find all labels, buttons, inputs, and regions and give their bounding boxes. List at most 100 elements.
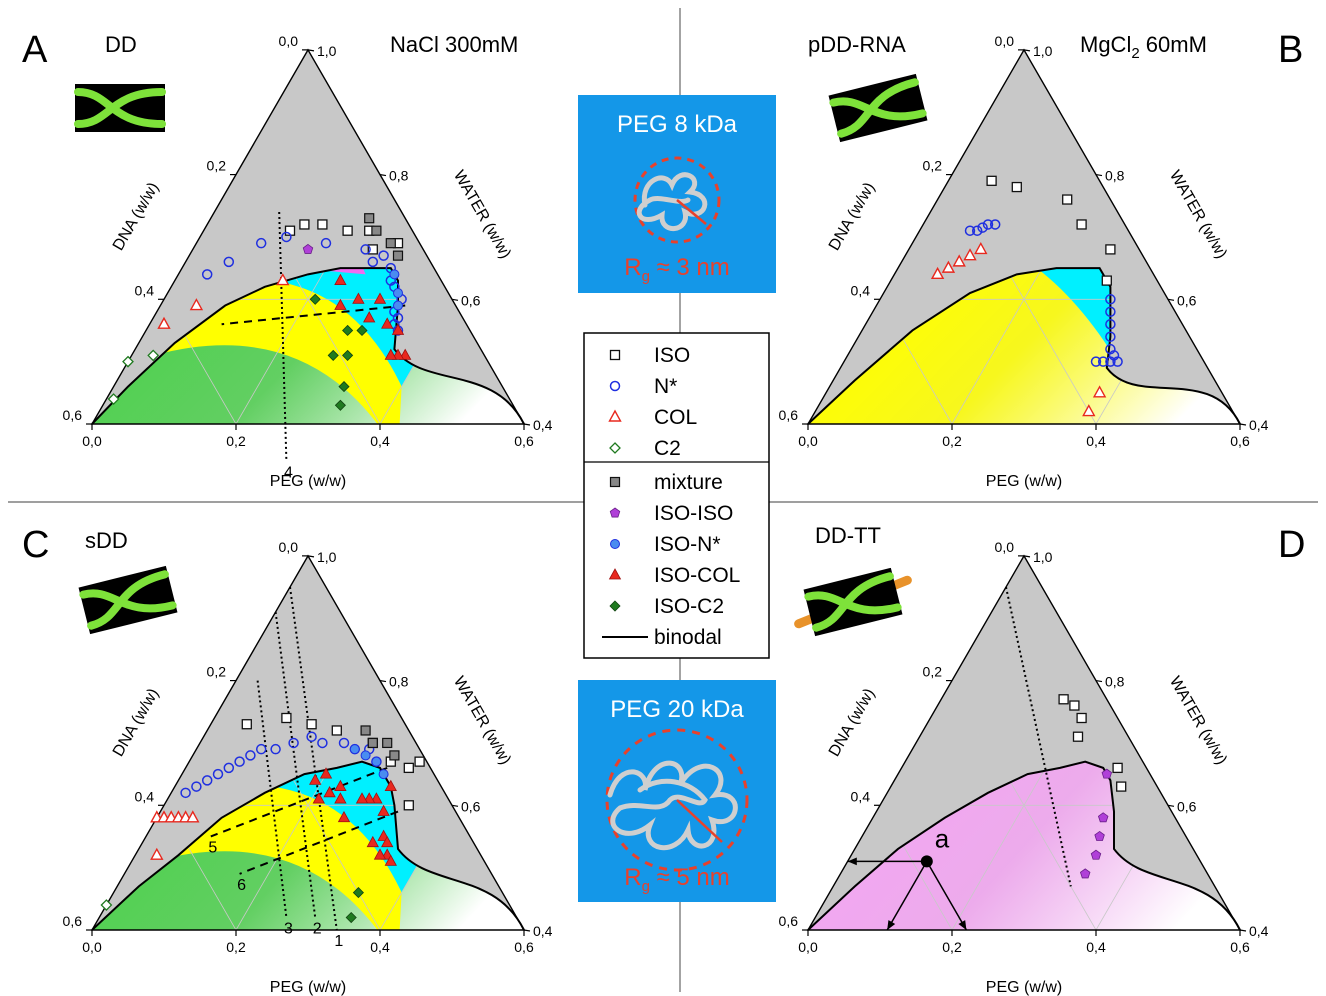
- data-point: [367, 244, 378, 255]
- lc-region: [808, 761, 1240, 930]
- phase-regions: [92, 49, 524, 425]
- data-point: [276, 273, 290, 286]
- data-point: [360, 725, 371, 736]
- data-point: [371, 225, 382, 236]
- data-point: [385, 238, 396, 249]
- data-point: [941, 260, 956, 273]
- data-point: [1076, 712, 1087, 724]
- data-point: [381, 317, 394, 329]
- data-point: [1090, 356, 1102, 367]
- peg-tick-label: 0,4: [1086, 939, 1106, 955]
- water-tick-label: 1,0: [317, 43, 337, 59]
- legend-marker: [609, 380, 621, 392]
- legend-label: ISO: [654, 344, 690, 367]
- data-point: [1105, 244, 1116, 255]
- data-point: [1105, 331, 1116, 342]
- dna-tick-label: 0,6: [779, 407, 799, 423]
- path-label: 5: [208, 839, 217, 856]
- peg-8kda-box: PEG 8 kDa Rg ≈ 3 nm: [578, 95, 776, 293]
- tick-labels: 0,0 0,2 0,4 0,60,00,20,40,61,00,80,60,4: [63, 33, 553, 449]
- legend-label: ISO-COL: [654, 564, 740, 587]
- data-point: [393, 300, 403, 311]
- data-point: [373, 292, 387, 304]
- data-point: [384, 779, 397, 791]
- panel-letter: A: [22, 29, 48, 71]
- data-point: [352, 292, 365, 304]
- data-point: [281, 231, 292, 243]
- data-point: [212, 768, 224, 780]
- data-point: [334, 779, 347, 791]
- data-point: [312, 792, 325, 804]
- dna-tick-label: 0,4: [851, 282, 871, 298]
- dna-axis-title: DNA (w/w): [826, 686, 879, 760]
- panel-title: sDD: [85, 528, 128, 553]
- dilution-path: [239, 810, 399, 875]
- panel-condition: NaCl 300mM: [390, 32, 518, 57]
- data-point: [963, 248, 977, 261]
- peg-tick-label: 0,6: [514, 939, 534, 955]
- water-tick-label: 0,6: [461, 798, 481, 814]
- ternary-frame: [90, 48, 526, 425]
- peg-tick-label: 0,4: [1086, 433, 1106, 449]
- dilution-path: [1005, 586, 1072, 887]
- data-point: [930, 266, 945, 280]
- data-point: [964, 225, 976, 236]
- dna-tick-label: 0,0: [995, 33, 1015, 49]
- water-axis-title: WATER (w/w): [1166, 674, 1230, 768]
- data-point: [360, 244, 371, 255]
- data-point: [1105, 318, 1116, 330]
- composition-point: [920, 855, 933, 868]
- legend-marker: [609, 600, 621, 612]
- legend-marker: [610, 539, 620, 549]
- path-label: 4: [284, 464, 293, 481]
- data-markers: [107, 213, 412, 411]
- peg-tick-label: 0,0: [82, 433, 102, 449]
- water-tick-label: 1,0: [1033, 549, 1053, 565]
- tick-labels: 0,0 0,2 0,4 0,60,00,20,40,61,00,80,60,4: [779, 539, 1269, 955]
- data-point: [327, 349, 339, 361]
- data-point: [389, 269, 400, 280]
- path-label: 3: [284, 921, 293, 938]
- ternary-frame: [806, 48, 1242, 425]
- dilution-path: [274, 611, 317, 918]
- data-point: [1097, 356, 1109, 367]
- box-rg-label: Rg ≈ 3 nm: [624, 254, 730, 285]
- data-point: [1069, 700, 1080, 711]
- data-point: [302, 243, 314, 254]
- peg-axis-title: PEG (w/w): [270, 979, 346, 996]
- legend-marker: [609, 442, 621, 454]
- data-point: [255, 237, 267, 249]
- data-point: [371, 756, 382, 767]
- panel-a: 0,0 0,2 0,4 0,60,00,20,40,61,00,80,60,4PEG …: [22, 29, 553, 490]
- data-point: [331, 725, 342, 736]
- water-tick-label: 0,8: [1105, 674, 1125, 690]
- peg-tick-label: 0,2: [226, 433, 246, 449]
- data-point: [355, 792, 369, 804]
- data-point: [245, 750, 256, 761]
- data-point: [363, 311, 376, 323]
- annotation-label: a: [935, 823, 950, 853]
- data-point: [334, 298, 347, 310]
- dna-tick-label: 0,2: [207, 664, 227, 680]
- data-point: [974, 241, 988, 255]
- dna-duplex-icon: [74, 84, 166, 132]
- legend-label: mixture: [654, 471, 723, 494]
- binodal-curve: [807, 267, 1241, 425]
- data-point: [147, 349, 160, 362]
- data-point: [342, 225, 353, 236]
- peg-tick-label: 0,2: [942, 433, 962, 449]
- panel-c: 0,0 0,2 0,4 0,60,00,20,40,61,00,80,60,4PEG …: [22, 524, 553, 996]
- data-point: [234, 756, 245, 767]
- data-point: [1076, 219, 1087, 230]
- legend-label: N*: [654, 375, 677, 398]
- data-point: [317, 737, 328, 749]
- data-point: [349, 744, 360, 755]
- data-point: [1092, 385, 1107, 398]
- water-tick-label: 0,4: [1249, 923, 1269, 939]
- data-point: [323, 785, 336, 798]
- data-point: [1101, 275, 1112, 286]
- data-point: [367, 256, 379, 268]
- data-point: [403, 800, 414, 811]
- legend-label: binodal: [654, 626, 722, 649]
- data-point: [270, 743, 281, 755]
